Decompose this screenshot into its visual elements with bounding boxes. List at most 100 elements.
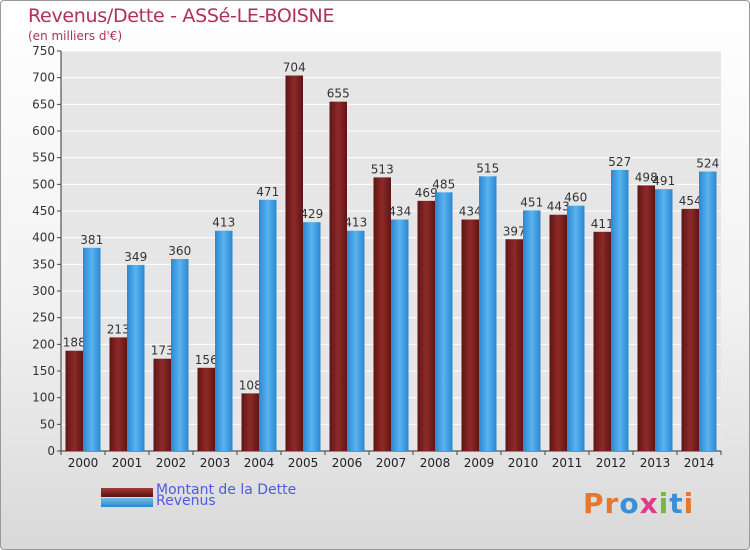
- bar-revenus: [259, 199, 277, 451]
- bar-dette: [241, 393, 259, 451]
- bar-revenus: [391, 219, 409, 451]
- data-label: 524: [696, 157, 719, 171]
- data-label: 411: [591, 217, 614, 231]
- data-label: 434: [388, 205, 411, 219]
- y-tick-label: 650: [32, 97, 55, 111]
- logo-letter: t: [669, 487, 684, 520]
- y-tick-label: 100: [32, 391, 55, 405]
- data-label: 108: [239, 378, 262, 392]
- y-tick-label: 200: [32, 337, 55, 351]
- y-tick-label: 550: [32, 151, 55, 165]
- y-tick-label: 500: [32, 177, 55, 191]
- bar-dette: [329, 101, 347, 452]
- x-tick-label: 2004: [244, 456, 275, 470]
- bar-revenus: [347, 230, 365, 451]
- logo-letter: r: [604, 487, 620, 520]
- bar-dette: [681, 208, 699, 451]
- data-label: 515: [476, 161, 499, 175]
- x-tick-label: 2010: [508, 456, 539, 470]
- x-tick-label: 2003: [200, 456, 231, 470]
- data-label: 471: [256, 185, 279, 199]
- x-tick-label: 2008: [420, 456, 451, 470]
- y-tick-label: 600: [32, 124, 55, 138]
- proxiti-logo: Proxiti: [583, 487, 694, 520]
- bar-dette: [505, 239, 523, 451]
- bar-revenus: [171, 259, 189, 451]
- data-label: 188: [63, 336, 86, 350]
- chart-subtitle: (en milliers d'€): [28, 29, 123, 43]
- data-label: 397: [503, 224, 526, 238]
- x-tick-label: 2000: [68, 456, 99, 470]
- x-tick-label: 2005: [288, 456, 319, 470]
- bar-dette: [461, 219, 479, 451]
- data-label: 454: [679, 194, 702, 208]
- data-label: 434: [459, 205, 482, 219]
- x-tick-label: 2001: [112, 456, 143, 470]
- x-tick-label: 2011: [552, 456, 583, 470]
- chart-title: Revenus/Dette - ASSé-LE-BOISNE: [28, 5, 335, 27]
- data-label: 381: [80, 233, 103, 247]
- x-tick-label: 2013: [640, 456, 671, 470]
- data-label: 655: [327, 87, 350, 101]
- y-tick-label: 400: [32, 231, 55, 245]
- bar-dette: [417, 200, 435, 451]
- bar-dette: [373, 177, 391, 451]
- bar-revenus: [611, 169, 629, 451]
- y-tick-label: 300: [32, 284, 55, 298]
- y-tick-label: 150: [32, 364, 55, 378]
- x-tick-label: 2002: [156, 456, 187, 470]
- bar-dette: [109, 337, 127, 451]
- data-label: 491: [652, 174, 675, 188]
- y-tick-label: 450: [32, 204, 55, 218]
- x-tick-label: 2006: [332, 456, 363, 470]
- logo-letter: i: [658, 487, 670, 520]
- logo-letter: i: [683, 487, 695, 520]
- data-label: 443: [547, 200, 570, 214]
- x-tick-label: 2012: [596, 456, 627, 470]
- bar-dette: [197, 367, 215, 451]
- y-tick-label: 350: [32, 257, 55, 271]
- logo-letter: o: [619, 487, 640, 520]
- data-label: 527: [608, 155, 631, 169]
- data-label: 156: [195, 353, 218, 367]
- x-tick-label: 2007: [376, 456, 407, 470]
- legend-label-dette: Montant de la Dette: [156, 482, 297, 498]
- legend-label-revenus: Revenus: [156, 493, 216, 509]
- data-label: 704: [283, 61, 306, 75]
- data-label: 413: [212, 216, 235, 230]
- bar-dette: [637, 185, 655, 451]
- bar-revenus: [127, 264, 145, 451]
- data-label: 469: [415, 186, 438, 200]
- bar-revenus: [215, 230, 233, 451]
- bar-dette: [285, 75, 303, 452]
- data-label: 173: [151, 344, 174, 358]
- data-label: 460: [564, 191, 587, 205]
- data-label: 451: [520, 195, 543, 209]
- data-label: 485: [432, 177, 455, 191]
- bar-revenus: [523, 210, 541, 451]
- logo-letter: x: [639, 487, 659, 520]
- data-label: 513: [371, 162, 394, 176]
- y-tick-label: 250: [32, 311, 55, 325]
- bar-revenus: [303, 222, 321, 451]
- x-tick-label: 2009: [464, 456, 495, 470]
- bar-dette: [153, 358, 171, 451]
- bar-dette: [65, 350, 83, 451]
- bar-dette: [549, 214, 567, 451]
- y-tick-label: 50: [40, 417, 55, 431]
- data-label: 360: [168, 244, 191, 258]
- y-tick-label: 750: [32, 44, 55, 58]
- data-label: 213: [107, 322, 130, 336]
- data-label: 498: [635, 170, 658, 184]
- bar-revenus: [567, 205, 585, 451]
- x-tick-label: 2014: [684, 456, 715, 470]
- data-label: 413: [344, 216, 367, 230]
- data-label: 429: [300, 207, 323, 221]
- data-label: 349: [124, 250, 147, 264]
- logo-letter: P: [583, 487, 605, 520]
- legend-swatch-dette: [101, 488, 153, 497]
- y-tick-label: 700: [32, 71, 55, 85]
- bar-revenus: [479, 176, 497, 452]
